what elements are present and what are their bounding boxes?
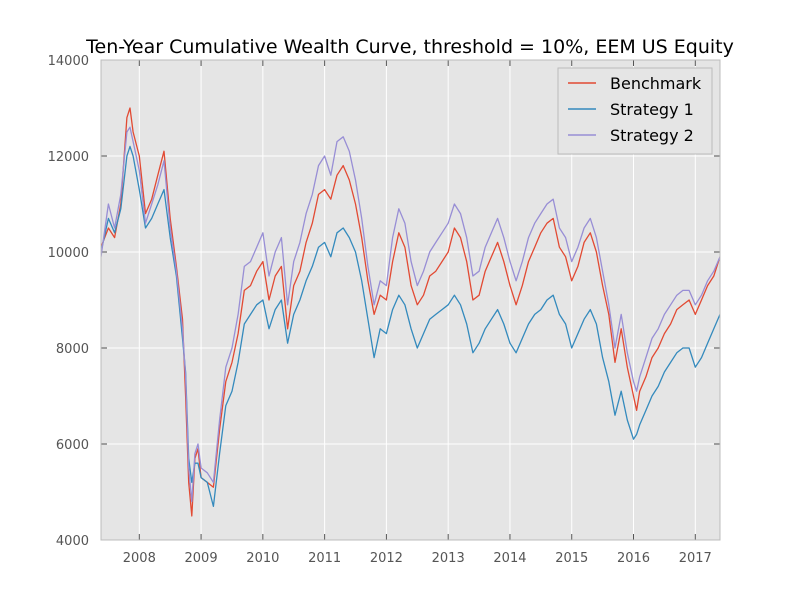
x-tick-label: 2016 <box>617 551 650 566</box>
y-tick-label: 14000 <box>48 54 89 69</box>
chart-title: Ten-Year Cumulative Wealth Curve, thresh… <box>85 36 734 58</box>
series-lines <box>101 107 720 517</box>
plot-frame <box>100 59 721 541</box>
series-line-strategy-2 <box>101 126 720 503</box>
x-tick-label: 2015 <box>555 551 588 566</box>
y-tick-label: 6000 <box>56 438 89 453</box>
legend-label: Strategy 1 <box>610 100 694 119</box>
legend-label: Strategy 2 <box>610 126 694 145</box>
x-tick-label: 2008 <box>123 551 156 566</box>
legend: Benchmark Strategy 1 Strategy 2 <box>557 67 713 155</box>
y-tick-label: 10000 <box>48 246 89 261</box>
x-tick-label: 2010 <box>246 551 279 566</box>
x-tick-label: 2017 <box>679 551 712 566</box>
x-tick-label: 2014 <box>493 551 526 566</box>
axis-tick-labels: 2008 2009 2010 2011 2012 2013 2014 2015 2016 2017… <box>48 54 712 566</box>
x-tick-label: 2013 <box>432 551 465 566</box>
x-tick-label: 2011 <box>308 551 341 566</box>
y-tick-label: 4000 <box>56 534 89 549</box>
legend-label: Benchmark <box>610 74 702 93</box>
x-tick-label: 2012 <box>370 551 403 566</box>
y-tick-label: 8000 <box>56 342 89 357</box>
y-tick-label: 12000 <box>48 150 89 165</box>
x-tick-label: 2009 <box>185 551 218 566</box>
